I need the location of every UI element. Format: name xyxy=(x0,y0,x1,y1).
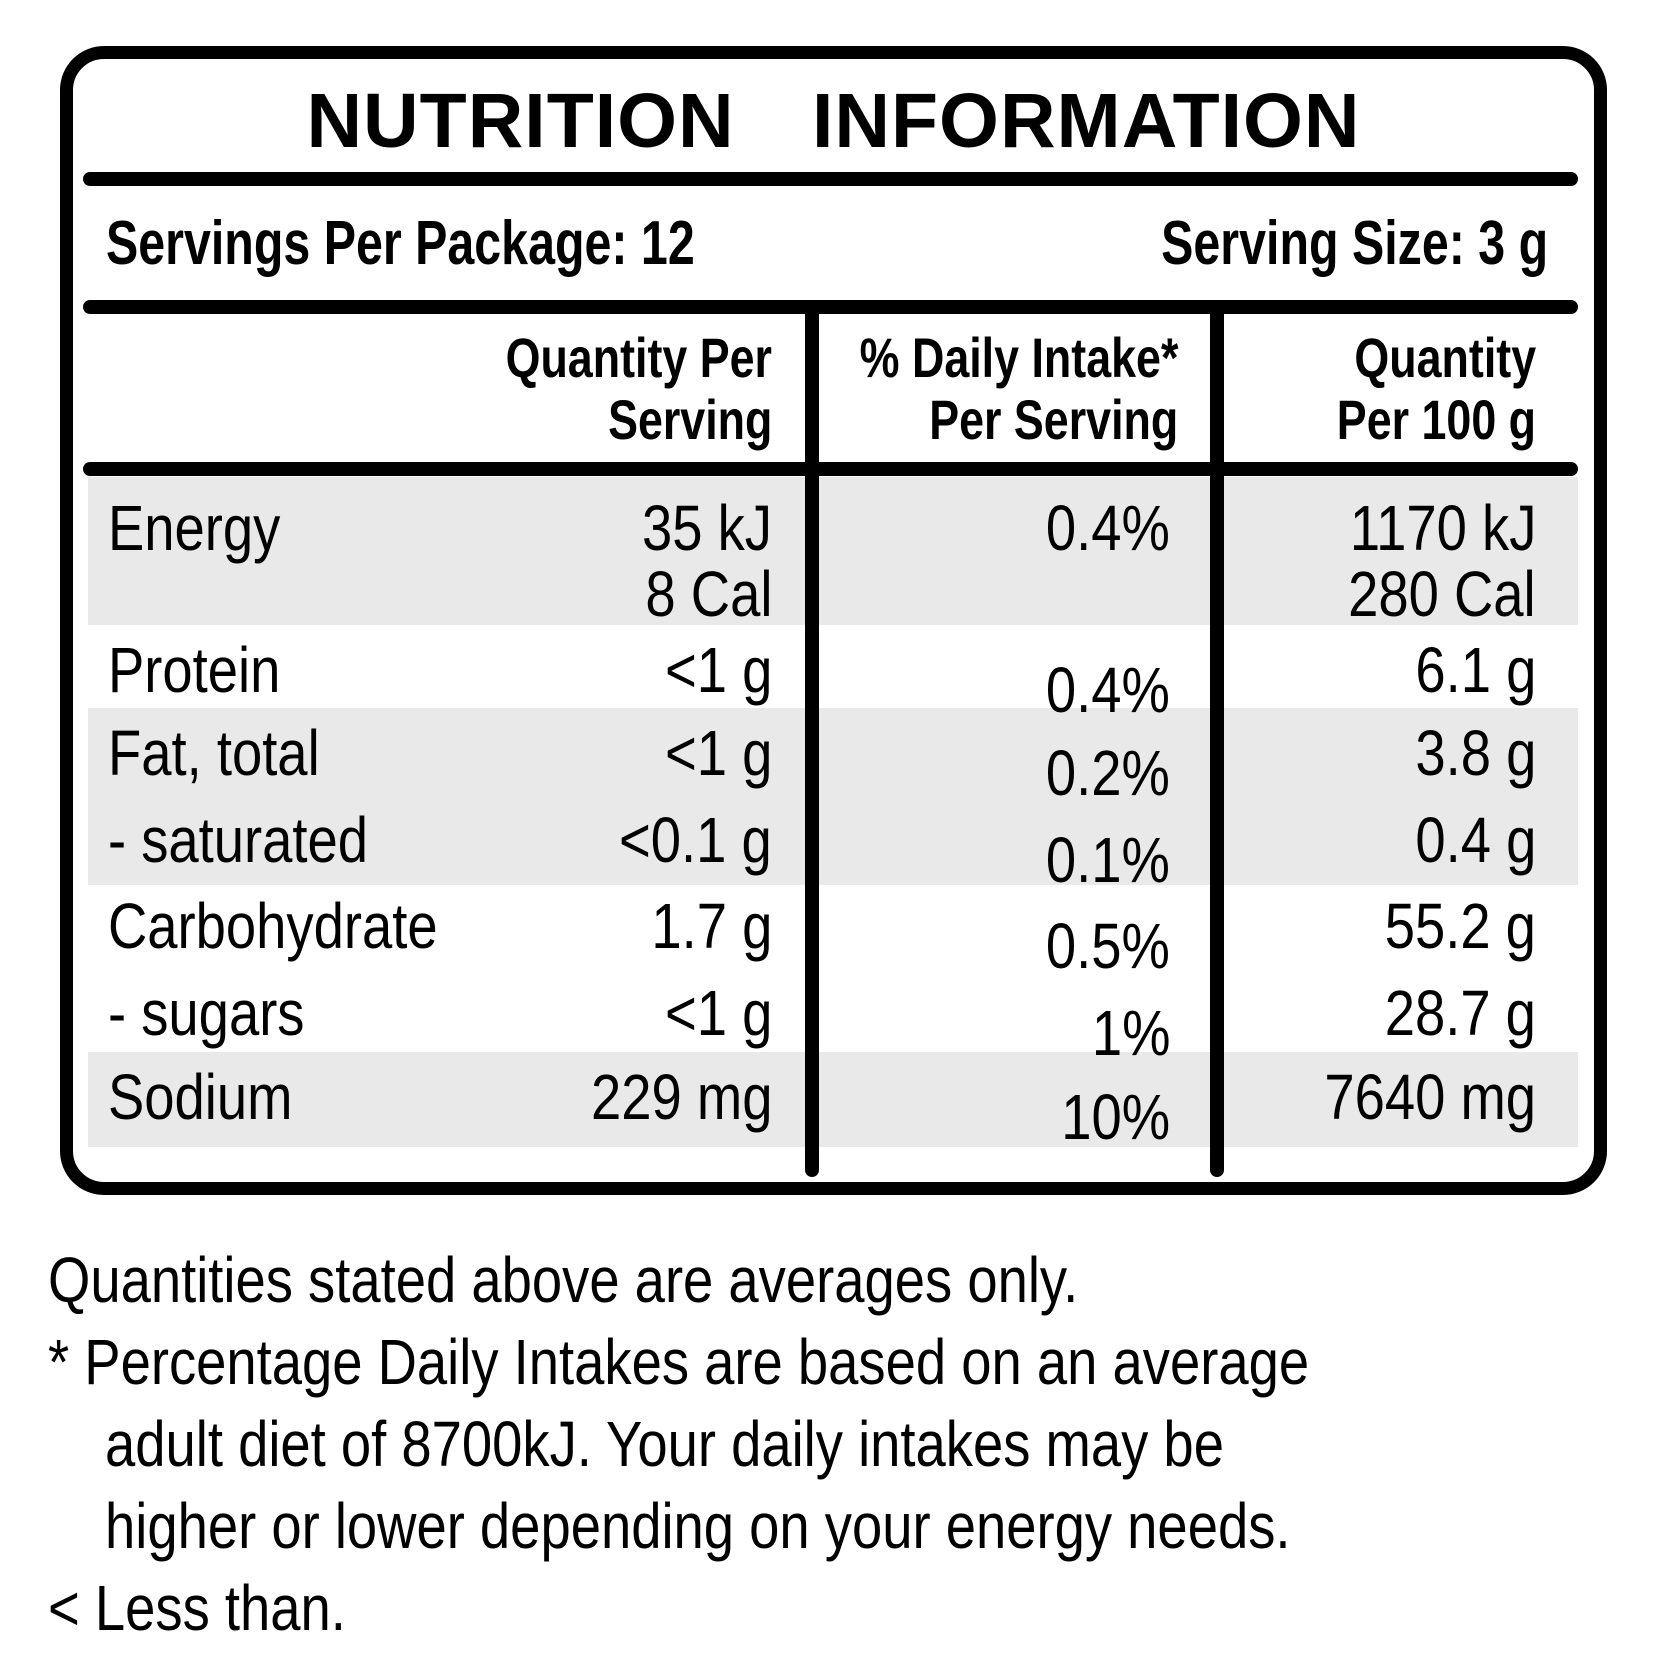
quantity-per-serving-value: <1 g xyxy=(458,980,808,1046)
column-header-line: % Daily Intake* xyxy=(859,326,1178,389)
daily-intake-value: 0.2% xyxy=(808,740,1208,806)
nutrient-label: - sugars xyxy=(108,977,305,1049)
table-row-sodium: Sodium 229 mg 10% 7640 mg xyxy=(73,1052,1594,1150)
footnote-text: higher or lower depending on your energy… xyxy=(105,1490,1291,1562)
column-header-line: Quantity xyxy=(1354,326,1536,389)
nutrient-name: Sodium xyxy=(73,1064,458,1130)
footnote-line: < Less than. xyxy=(48,1575,1608,1641)
nutrient-label: Carbohydrate xyxy=(108,890,438,962)
value-line: 0.4 g xyxy=(1415,804,1536,876)
nutrient-name: Energy xyxy=(73,495,458,561)
quantity-per-100g-value: 0.4 g xyxy=(1208,807,1594,873)
label-title-row: NUTRITION INFORMATION xyxy=(73,77,1594,166)
value-line: 1170 kJ xyxy=(1349,492,1536,564)
value-line: <1 g xyxy=(664,977,772,1049)
quantity-per-100g-value: 7640 mg xyxy=(1208,1064,1594,1130)
quantity-per-100g-value: 55.2 g xyxy=(1208,893,1594,959)
quantity-per-serving-value: <0.1 g xyxy=(458,807,808,873)
daily-intake-value: 0.4% xyxy=(808,657,1208,723)
value-line: 229 mg xyxy=(590,1061,772,1133)
table-row-fat-total: Fat, total <1 g 0.2% 3.8 g xyxy=(73,708,1594,806)
divider-rule-header xyxy=(83,462,1578,476)
daily-intake-value: 0.5% xyxy=(808,913,1208,979)
footnote-line: higher or lower depending on your energy… xyxy=(48,1493,1608,1559)
table-row-protein: Protein <1 g 0.4% 6.1 g xyxy=(73,625,1594,723)
column-header-quantity-per-serving: Quantity Per Serving xyxy=(73,327,808,462)
value-line: 280 Cal xyxy=(1348,558,1536,630)
nutrient-name: - saturated xyxy=(73,807,458,873)
value-line: 7640 mg xyxy=(1324,1061,1536,1133)
table-row-saturated-fat: - saturated <0.1 g 0.1% 0.4 g xyxy=(73,795,1594,893)
value-line: <0.1 g xyxy=(619,804,772,876)
table-row-sugars: - sugars <1 g 1% 28.7 g xyxy=(73,968,1594,1066)
page-title: NUTRITION INFORMATION xyxy=(306,78,1361,164)
value-line: 55.2 g xyxy=(1384,890,1536,962)
nutrient-label: - saturated xyxy=(108,804,369,876)
column-header-daily-intake: % Daily Intake* Per Serving xyxy=(808,327,1208,462)
quantity-per-100g-value: 28.7 g xyxy=(1208,980,1594,1046)
table-header-row: Quantity Per Serving % Daily Intake* Per… xyxy=(73,313,1594,462)
value-line: 28.7 g xyxy=(1384,977,1536,1049)
daily-intake-value: 1% xyxy=(808,1000,1208,1066)
quantity-per-100g-value: 1170 kJ 280 Cal xyxy=(1208,495,1594,627)
nutrient-label: Fat, total xyxy=(108,717,320,789)
value-line: 10% xyxy=(1061,1081,1170,1153)
quantity-per-serving-value: <1 g xyxy=(458,720,808,786)
value-line: 1% xyxy=(1091,997,1170,1069)
footnote-text: < Less than. xyxy=(48,1572,346,1644)
quantity-per-serving-value: 35 kJ 8 Cal xyxy=(458,495,808,627)
footnote-text: adult diet of 8700kJ. Your daily intakes… xyxy=(105,1408,1224,1480)
footnote-text: Quantities stated above are averages onl… xyxy=(48,1244,1079,1316)
nutrient-label: Protein xyxy=(108,634,281,706)
quantity-per-100g-value: 3.8 g xyxy=(1208,720,1594,786)
value-line: 0.4% xyxy=(1046,654,1170,726)
value-line: 3.8 g xyxy=(1415,717,1536,789)
footnote-line: adult diet of 8700kJ. Your daily intakes… xyxy=(48,1411,1608,1477)
quantity-per-serving-value: 1.7 g xyxy=(458,893,808,959)
nutrition-label-box: NUTRITION INFORMATION Servings Per Packa… xyxy=(60,46,1607,1195)
footnotes-block: Quantities stated above are averages onl… xyxy=(48,1247,1608,1641)
daily-intake-value: 0.4% xyxy=(808,495,1208,561)
divider-rule-mid xyxy=(83,300,1578,314)
value-line: 6.1 g xyxy=(1415,634,1536,706)
value-line: 1.7 g xyxy=(651,890,772,962)
column-header-line: Per 100 g xyxy=(1336,388,1536,451)
column-header-line: Serving xyxy=(607,388,772,451)
footnote-line: Quantities stated above are averages onl… xyxy=(48,1247,1608,1313)
nutrient-label: Energy xyxy=(108,492,281,564)
nutrient-name: Carbohydrate xyxy=(73,893,458,959)
servings-band: Servings Per Package: 12 Serving Size: 3… xyxy=(88,186,1578,300)
value-line: 35 kJ xyxy=(641,492,772,564)
value-line: <1 g xyxy=(664,717,772,789)
value-line: 0.1% xyxy=(1046,824,1170,896)
servings-per-package: Servings Per Package: 12 xyxy=(106,208,695,278)
table-row-energy: Energy 35 kJ 8 Cal 0.4% 1170 kJ 280 Cal xyxy=(73,477,1594,627)
quantity-per-serving-value: <1 g xyxy=(458,637,808,703)
nutrient-name: Fat, total xyxy=(73,720,458,786)
daily-intake-value: 0.1% xyxy=(808,827,1208,893)
value-line: 0.5% xyxy=(1046,910,1170,982)
quantity-per-100g-value: 6.1 g xyxy=(1208,637,1594,703)
daily-intake-value: 10% xyxy=(808,1084,1208,1150)
value-line: 8 Cal xyxy=(645,558,772,630)
column-header-line: Per Serving xyxy=(928,388,1178,451)
column-header-line: Quantity Per xyxy=(505,326,772,389)
divider-rule-top xyxy=(83,172,1578,186)
nutrition-table-body: Energy 35 kJ 8 Cal 0.4% 1170 kJ 280 Cal … xyxy=(73,477,1594,1150)
value-line: 0.2% xyxy=(1046,737,1170,809)
footnote-line: * Percentage Daily Intakes are based on … xyxy=(48,1329,1608,1395)
value-line: 0.4% xyxy=(1046,492,1170,564)
nutrient-name: Protein xyxy=(73,637,458,703)
nutrient-label: Sodium xyxy=(108,1061,293,1133)
footnote-text: * Percentage Daily Intakes are based on … xyxy=(48,1326,1310,1398)
quantity-per-serving-value: 229 mg xyxy=(458,1064,808,1130)
table-row-carbohydrate: Carbohydrate 1.7 g 0.5% 55.2 g xyxy=(73,885,1594,979)
serving-size: Serving Size: 3 g xyxy=(1160,208,1548,278)
value-line: <1 g xyxy=(664,634,772,706)
column-header-quantity-per-100g: Quantity Per 100 g xyxy=(1208,327,1594,462)
column-divider-left xyxy=(805,307,819,1177)
column-divider-right xyxy=(1210,307,1224,1177)
nutrient-name: - sugars xyxy=(73,980,458,1046)
